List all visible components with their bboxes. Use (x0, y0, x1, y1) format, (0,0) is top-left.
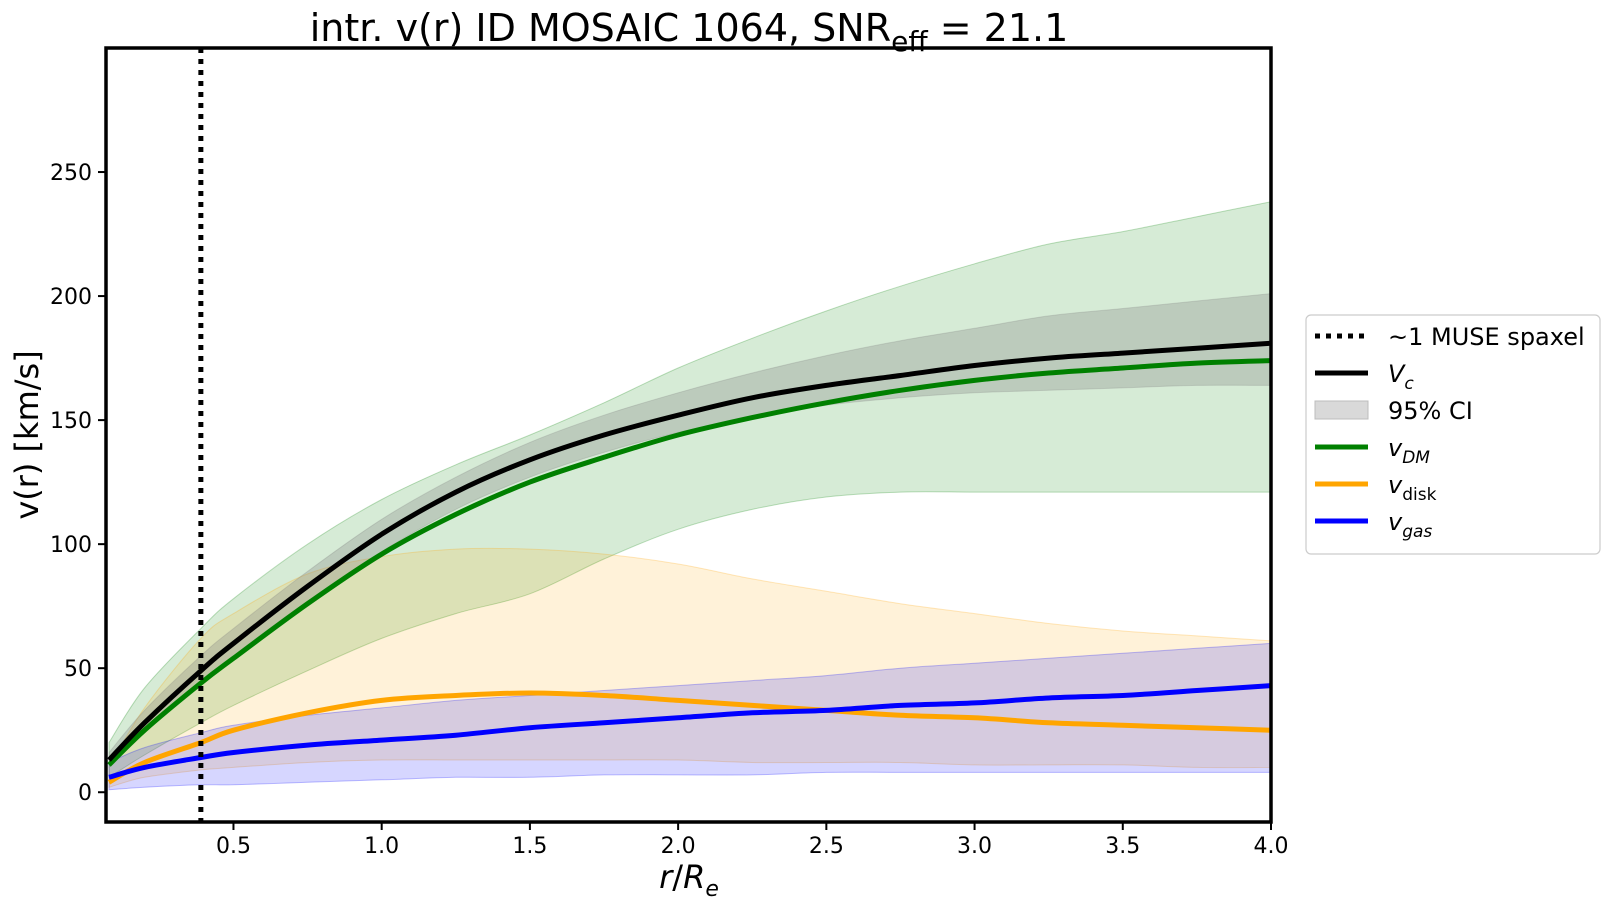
y-tick-label: 200 (50, 285, 92, 310)
legend-label: ~1 MUSE spaxel (1388, 323, 1585, 351)
x-tick-label: 3.0 (957, 834, 992, 859)
legend-entry-vc: Vc (1315, 360, 1414, 394)
legend-box (1305, 314, 1601, 555)
legend-label: vDM (1388, 434, 1430, 468)
legend-label: vgas (1388, 508, 1432, 542)
chart-title-main: intr. v(r) ID MOSAIC 1064, SNR (310, 6, 891, 50)
x-tick-label: 1.5 (512, 834, 547, 859)
series-line-vc (107, 340, 1272, 762)
x-axis-base: R (683, 858, 705, 896)
x-tick-label: 4.0 (1254, 834, 1289, 859)
x-axis-subscript: e (705, 877, 719, 902)
legend-label: vdisk (1388, 471, 1437, 505)
series-line-vgas (108, 683, 1272, 780)
x-tick-label: 2.0 (661, 834, 696, 859)
series-lines (107, 340, 1272, 785)
legend-entry-vdm: vDM (1315, 434, 1430, 468)
y-tick-label: 50 (64, 657, 92, 682)
y-axis-ticks: 0 50 100 150 200 250 (50, 161, 106, 806)
legend-label: Vc (1388, 360, 1414, 394)
x-tick-label: 3.5 (1105, 834, 1140, 859)
y-tick-label: 250 (50, 161, 92, 186)
legend-entry-vgas: vgas (1315, 508, 1432, 542)
x-axis-ticks: 0.5 1.0 1.5 2.0 2.5 3.0 3.5 4.0 (216, 822, 1289, 859)
legend-entry-vline: ~1 MUSE spaxel (1315, 323, 1585, 351)
chart-title-subscript: eff (891, 25, 928, 58)
legend-swatch-patch (1314, 400, 1369, 420)
y-tick-label: 100 (50, 533, 92, 558)
y-tick-label: 0 (78, 781, 92, 806)
x-axis-var: r (659, 858, 674, 896)
x-axis-slash: / (672, 858, 683, 896)
x-tick-label: 0.5 (216, 834, 251, 859)
x-tick-label: 1.0 (364, 834, 399, 859)
series-line-vdm (107, 358, 1272, 767)
y-axis-title: v(r) [km/s] (8, 350, 46, 519)
plot-frame (104, 46, 1273, 824)
chart-title-value: = 21.1 (928, 6, 1069, 50)
chart-title: intr. v(r) ID MOSAIC 1064, SNReff = 21.1 (310, 6, 1069, 58)
x-axis-title: r/Re (659, 858, 719, 902)
y-tick-label: 150 (50, 409, 92, 434)
legend-entry-ci: 95% CI (1314, 397, 1473, 425)
series-line-vdisk (107, 690, 1272, 785)
legend-entry-vdisk: vdisk (1315, 471, 1437, 505)
x-tick-label: 2.5 (809, 834, 844, 859)
legend-label: 95% CI (1388, 397, 1473, 425)
